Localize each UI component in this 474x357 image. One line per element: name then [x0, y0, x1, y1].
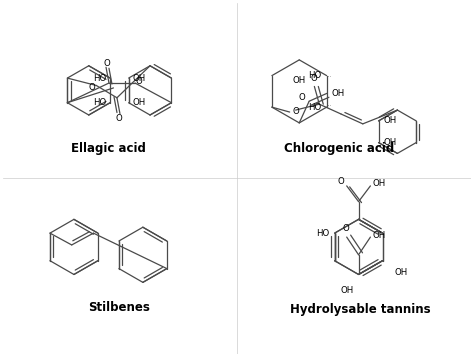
- Text: OH: OH: [373, 231, 386, 240]
- Text: OH: OH: [332, 89, 345, 98]
- Text: ...: ...: [327, 73, 332, 78]
- Text: Ellagic acid: Ellagic acid: [71, 142, 146, 155]
- Text: O: O: [299, 93, 305, 102]
- Text: OH: OH: [383, 138, 397, 147]
- Text: OH: OH: [373, 180, 386, 188]
- Text: HO: HO: [317, 228, 329, 238]
- Text: O: O: [342, 224, 349, 233]
- Text: HO: HO: [93, 74, 106, 82]
- Text: HO: HO: [93, 98, 106, 107]
- Text: O: O: [116, 114, 122, 123]
- Text: O: O: [89, 83, 95, 92]
- Text: HO: HO: [309, 102, 322, 112]
- Text: OH: OH: [133, 74, 146, 82]
- Text: Stilbenes: Stilbenes: [89, 301, 150, 315]
- Text: OH: OH: [133, 98, 146, 107]
- Text: O: O: [338, 177, 345, 186]
- Text: O: O: [104, 59, 110, 68]
- Text: HO: HO: [309, 71, 322, 80]
- Text: Hydrolysable tannins: Hydrolysable tannins: [290, 303, 431, 316]
- Text: O: O: [292, 107, 300, 116]
- Text: OH: OH: [340, 286, 353, 295]
- Text: Chlorogenic acid: Chlorogenic acid: [283, 142, 394, 155]
- Text: OH: OH: [292, 76, 306, 85]
- Text: OH: OH: [394, 268, 408, 277]
- Text: O: O: [136, 76, 143, 86]
- Text: OH: OH: [383, 116, 397, 125]
- Text: O: O: [310, 74, 317, 82]
- Text: ...: ...: [327, 102, 332, 107]
